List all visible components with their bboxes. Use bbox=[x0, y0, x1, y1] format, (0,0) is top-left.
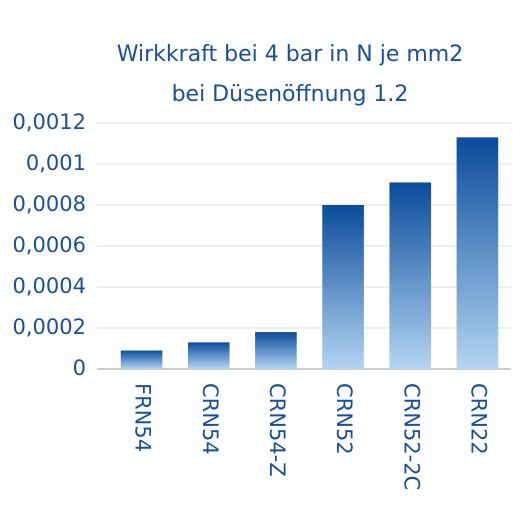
chart-title: Wirkkraft bei 4 bar in N je mm2 bbox=[117, 42, 464, 67]
y-tick-label: 0,0006 bbox=[13, 233, 86, 257]
chart-subtitle: bei Düsenöffnung 1.2 bbox=[172, 82, 409, 107]
x-tick-label: CRN52 bbox=[332, 383, 356, 455]
bar bbox=[389, 182, 432, 369]
bar bbox=[456, 137, 499, 369]
bar bbox=[120, 350, 163, 369]
bar bbox=[322, 205, 364, 369]
y-tick-label: 0,0012 bbox=[13, 110, 86, 134]
bar bbox=[255, 332, 297, 369]
x-tick-label: CRN54-Z bbox=[265, 383, 289, 477]
y-tick-label: 0 bbox=[73, 356, 86, 380]
y-tick-label: 0,0004 bbox=[13, 274, 86, 298]
x-tick-label: CRN52-2C bbox=[399, 383, 423, 490]
y-tick-label: 0,001 bbox=[26, 151, 86, 175]
x-tick-label: CRN54 bbox=[198, 383, 222, 455]
bar bbox=[187, 342, 230, 369]
y-tick-label: 0,0002 bbox=[13, 315, 86, 339]
x-tick-label: FRN54 bbox=[131, 383, 155, 452]
y-tick-label: 0,0008 bbox=[13, 192, 86, 216]
x-tick-label: CRN22 bbox=[466, 383, 490, 455]
